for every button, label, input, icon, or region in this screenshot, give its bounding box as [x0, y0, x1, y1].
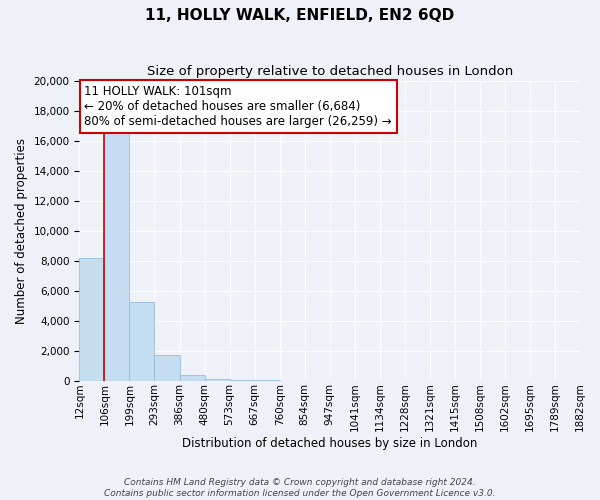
Bar: [230, 380, 254, 382]
Text: Contains HM Land Registry data © Crown copyright and database right 2024.
Contai: Contains HM Land Registry data © Crown c…: [104, 478, 496, 498]
X-axis label: Distribution of detached houses by size in London: Distribution of detached houses by size …: [182, 437, 478, 450]
Bar: [79, 258, 104, 382]
Y-axis label: Number of detached properties: Number of detached properties: [15, 138, 28, 324]
Bar: [130, 302, 154, 382]
Bar: [104, 130, 130, 382]
Bar: [254, 380, 280, 382]
Text: 11 HOLLY WALK: 101sqm
← 20% of detached houses are smaller (6,684)
80% of semi-d: 11 HOLLY WALK: 101sqm ← 20% of detached …: [85, 85, 392, 128]
Bar: [205, 379, 230, 382]
Bar: [154, 355, 179, 382]
Bar: [179, 376, 205, 382]
Text: 11, HOLLY WALK, ENFIELD, EN2 6QD: 11, HOLLY WALK, ENFIELD, EN2 6QD: [145, 8, 455, 22]
Title: Size of property relative to detached houses in London: Size of property relative to detached ho…: [146, 65, 513, 78]
